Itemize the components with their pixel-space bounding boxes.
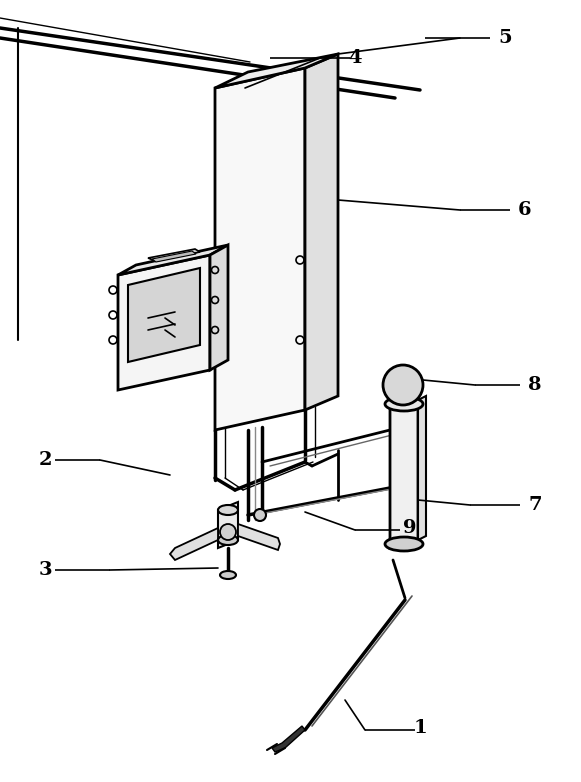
Text: 9: 9 bbox=[403, 519, 417, 537]
Polygon shape bbox=[215, 68, 305, 430]
Circle shape bbox=[254, 509, 266, 521]
Text: 3: 3 bbox=[38, 561, 52, 579]
Polygon shape bbox=[118, 255, 210, 390]
Polygon shape bbox=[210, 245, 228, 370]
Ellipse shape bbox=[218, 535, 238, 545]
Polygon shape bbox=[170, 528, 218, 560]
Polygon shape bbox=[218, 502, 238, 548]
Polygon shape bbox=[305, 54, 338, 410]
Polygon shape bbox=[148, 249, 200, 261]
Circle shape bbox=[220, 524, 236, 540]
Polygon shape bbox=[272, 726, 305, 752]
Polygon shape bbox=[390, 400, 418, 548]
Text: 8: 8 bbox=[528, 376, 541, 394]
Ellipse shape bbox=[220, 571, 236, 579]
Text: 1: 1 bbox=[413, 719, 427, 737]
Polygon shape bbox=[128, 268, 200, 362]
Text: 2: 2 bbox=[38, 451, 52, 469]
Ellipse shape bbox=[385, 537, 423, 551]
Ellipse shape bbox=[218, 505, 238, 515]
Polygon shape bbox=[152, 251, 196, 262]
Polygon shape bbox=[238, 524, 280, 550]
Polygon shape bbox=[118, 245, 228, 275]
Text: 6: 6 bbox=[518, 201, 532, 219]
Polygon shape bbox=[418, 396, 426, 540]
Circle shape bbox=[383, 365, 423, 405]
Text: 5: 5 bbox=[498, 29, 512, 47]
Text: 7: 7 bbox=[528, 496, 541, 514]
Polygon shape bbox=[215, 54, 338, 88]
Text: 4: 4 bbox=[348, 49, 362, 67]
Ellipse shape bbox=[385, 397, 423, 411]
